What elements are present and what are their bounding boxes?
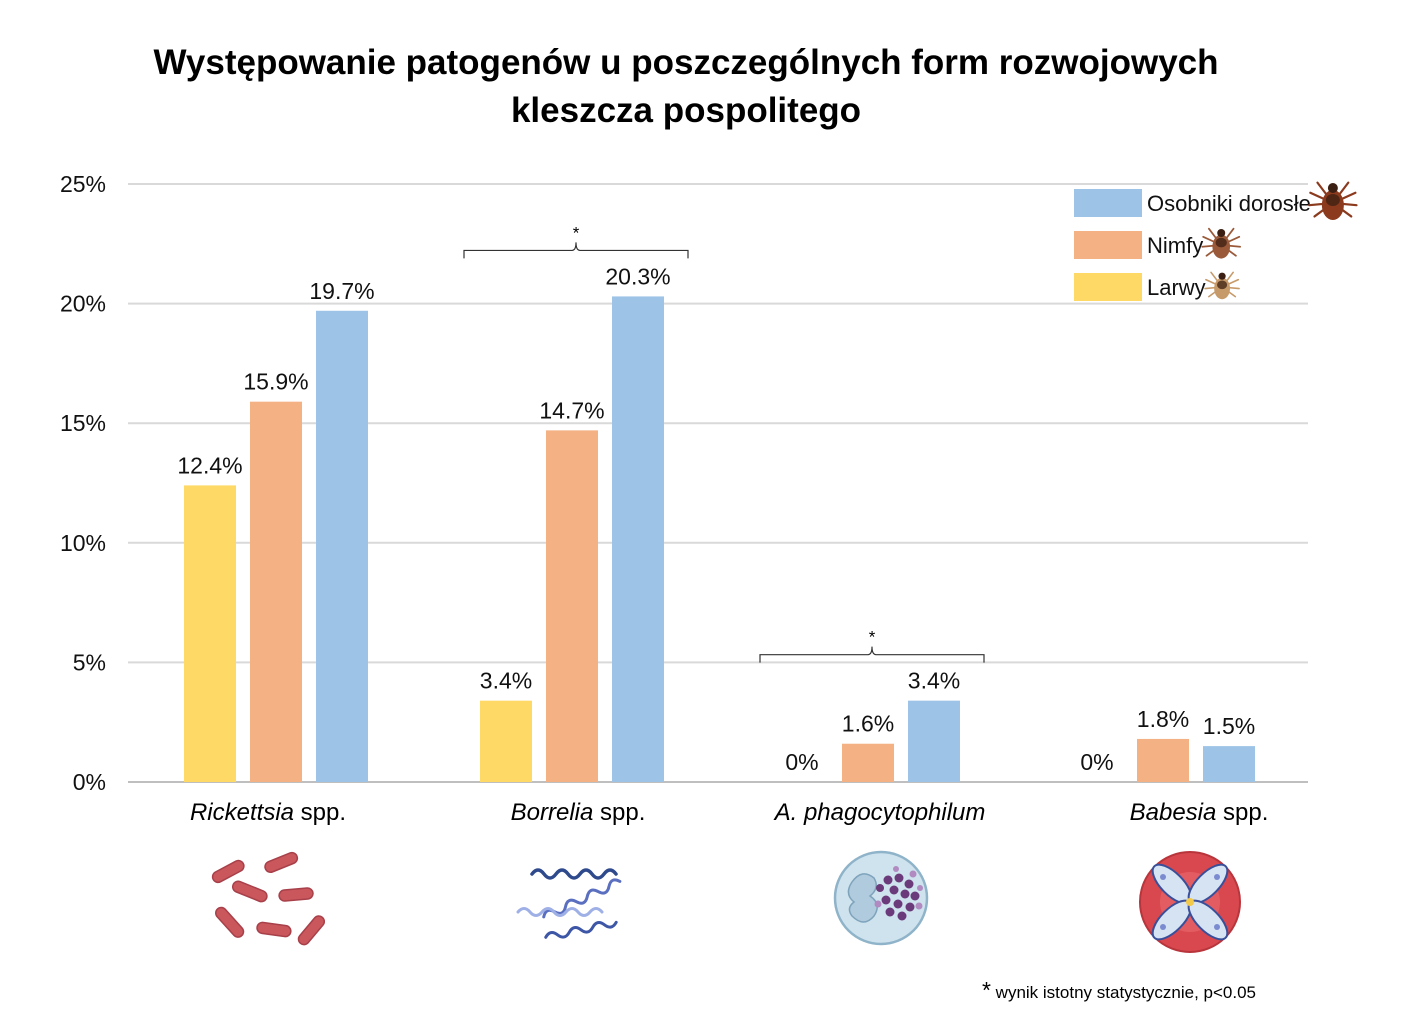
babesia-erythrocyte-icon xyxy=(1139,851,1241,953)
legend-label: Larwy xyxy=(1147,275,1206,300)
y-tick-label: 20% xyxy=(60,291,106,317)
significance-bracket xyxy=(759,646,985,663)
bar xyxy=(1137,738,1189,782)
bar xyxy=(480,700,532,782)
data-label: 3.4% xyxy=(480,668,532,694)
y-tick-label: 5% xyxy=(73,649,106,675)
bar xyxy=(908,700,960,782)
significance-marker: * xyxy=(869,628,876,647)
larva-tick-icon xyxy=(1204,271,1240,300)
chart-title-line-2: kleszcza pospolitego xyxy=(511,91,861,130)
bar xyxy=(250,401,302,782)
data-label: 15.9% xyxy=(243,369,308,395)
chart-title-line-1: Występowanie patogenów u poszczególnych … xyxy=(153,43,1218,82)
bar xyxy=(1203,746,1255,782)
category-labels: Rickettsia spp. Borrelia spp. A. phagocyto… xyxy=(190,799,1268,826)
footnote: * wynik istotny statystycznie, p<0.05 xyxy=(982,977,1256,1003)
data-label: 20.3% xyxy=(605,263,670,289)
data-label: 0% xyxy=(785,749,818,775)
category-label: Rickettsia spp. xyxy=(190,799,346,826)
y-axis: 0% 5% 10% 15% 20% 25% xyxy=(60,171,106,795)
legend-label: Nimfy xyxy=(1147,233,1203,258)
data-label: 1.6% xyxy=(842,711,894,737)
bars xyxy=(184,296,1255,782)
legend: Osobniki dorosłe Nimfy Larwy xyxy=(1074,181,1358,301)
rickettsia-bacteria-icon xyxy=(211,851,326,946)
y-tick-label: 0% xyxy=(73,769,106,795)
data-label: 12.4% xyxy=(177,452,242,478)
legend-swatch xyxy=(1074,189,1142,217)
y-tick-label: 25% xyxy=(60,171,106,197)
data-labels: 12.4% 15.9% 19.7% 3.4% 14.7% 20.3% 0% 1.6% 3.4% 0… xyxy=(177,263,1255,775)
category-label: Babesia spp. xyxy=(1130,799,1269,826)
bar xyxy=(612,296,664,782)
bar xyxy=(546,430,598,782)
data-label: 14.7% xyxy=(539,397,604,423)
data-label: 1.5% xyxy=(1203,713,1255,739)
category-label: A. phagocytophilum xyxy=(773,799,986,826)
data-label: 0% xyxy=(1080,749,1113,775)
data-label: 3.4% xyxy=(908,668,960,694)
borrelia-spirochete-icon xyxy=(516,868,622,939)
data-label: 1.8% xyxy=(1137,706,1189,732)
y-tick-label: 10% xyxy=(60,530,106,556)
legend-swatch xyxy=(1074,273,1142,301)
bar xyxy=(842,743,894,782)
category-label: Borrelia spp. xyxy=(511,799,646,826)
anaplasma-cell-icon xyxy=(833,850,929,946)
significance-bracket xyxy=(463,242,689,259)
nymph-tick-icon xyxy=(1201,227,1242,259)
bar xyxy=(316,310,368,782)
data-label: 19.7% xyxy=(309,278,374,304)
significance-brackets: ** xyxy=(463,223,985,663)
legend-label: Osobniki dorosłe xyxy=(1147,191,1311,216)
legend-swatch xyxy=(1074,231,1142,259)
y-tick-label: 15% xyxy=(60,410,106,436)
adult-tick-icon xyxy=(1308,181,1358,220)
significance-marker: * xyxy=(573,223,580,242)
bar xyxy=(184,485,236,782)
